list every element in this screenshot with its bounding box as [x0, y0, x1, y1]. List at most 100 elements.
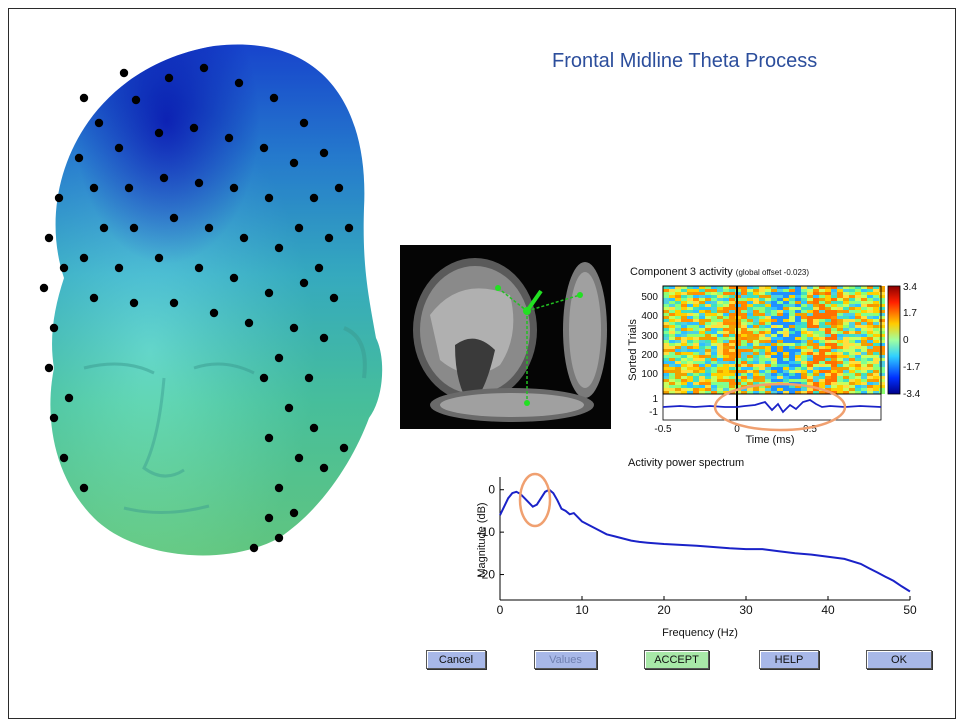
- spectrum-xtick-label: 20: [657, 603, 671, 617]
- electrode-dot: [269, 93, 279, 103]
- electrode-dot: [64, 393, 74, 403]
- values-button[interactable]: Values: [534, 650, 597, 669]
- erp-image-title: Component 3 activity (global offset -0.0…: [630, 266, 809, 278]
- spectrum-axes: 0 10 20 30 40 50 0 -10 -20: [478, 477, 917, 617]
- power-spectrum-chart: Activity power spectrum 0 10 20 30 40 50 0 -10 -…: [476, 457, 917, 639]
- spectrum-ylabel: Magnitude (dB): [476, 502, 488, 577]
- electrode-dot: [89, 183, 99, 193]
- electrode-dot: [274, 353, 284, 363]
- electrode-dot: [244, 318, 254, 328]
- ok-button[interactable]: OK: [866, 650, 932, 669]
- cancel-button[interactable]: Cancel: [426, 650, 486, 669]
- erp-ytick-300: 300: [641, 331, 658, 342]
- erp-trace-tick-1: 1: [652, 394, 658, 405]
- accept-button[interactable]: ACCEPT: [644, 650, 709, 669]
- slide-frame: [8, 8, 956, 719]
- spectrum-xlabel: Frequency (Hz): [662, 627, 738, 639]
- erp-title-sub: (global offset -0.023): [735, 268, 810, 277]
- electrode-dot: [129, 223, 139, 233]
- electrode-dot: [154, 128, 164, 138]
- electrode-dot: [289, 158, 299, 168]
- erp-heatmap: [663, 286, 885, 394]
- electrode-dot: [159, 173, 169, 183]
- erp-ytick-400: 400: [641, 311, 658, 322]
- spectrum-highlight-ellipse: [518, 472, 552, 528]
- electrode-dot: [194, 263, 204, 273]
- electrode-dot: [289, 323, 299, 333]
- erp-trace: [662, 399, 882, 414]
- electrode-dot: [209, 308, 219, 318]
- electrode-dot: [44, 233, 54, 243]
- head-scalp-map: [39, 44, 383, 556]
- electrode-dot: [274, 533, 284, 543]
- erp-xlabel: Time (ms): [745, 434, 794, 446]
- spectrum-ytick-label: 0: [488, 483, 495, 497]
- erp-ytick-100: 100: [641, 369, 658, 380]
- erp-ylabel: Sorted Trials: [627, 319, 639, 381]
- erp-xtick-0: 0: [734, 424, 740, 435]
- electrode-dot: [79, 483, 89, 493]
- spectrum-xtick-label: 30: [739, 603, 753, 617]
- spectrum-xtick-label: 0: [497, 603, 504, 617]
- electrode-dot: [194, 178, 204, 188]
- erp-highlight-ellipse: [713, 382, 847, 432]
- electrode-dot: [299, 118, 309, 128]
- electrode-dot: [339, 443, 349, 453]
- erp-colorbar: [887, 285, 901, 395]
- electrode-dot: [319, 463, 329, 473]
- electrode-dot: [234, 78, 244, 88]
- electrode-dot: [49, 323, 59, 333]
- spectrum-xtick-label: 10: [575, 603, 589, 617]
- electrode-dot: [319, 148, 329, 158]
- electrode-dot: [314, 263, 324, 273]
- electrode-dot: [59, 263, 69, 273]
- electrode-dot: [124, 183, 134, 193]
- cbar-tick-1.7: 1.7: [903, 308, 917, 319]
- cbar-tick-neg1.7: -1.7: [903, 362, 921, 373]
- electrode-dot: [259, 143, 269, 153]
- erp-ytick-200: 200: [641, 350, 658, 361]
- electrode-dot: [249, 543, 259, 553]
- electrode-dot: [294, 223, 304, 233]
- electrode-dot: [224, 133, 234, 143]
- electrode-dot: [264, 288, 274, 298]
- electrode-dot: [129, 298, 139, 308]
- electrode-dot: [131, 95, 141, 105]
- electrode-dot: [74, 153, 84, 163]
- electrode-dot: [114, 143, 124, 153]
- electrode-dot: [89, 293, 99, 303]
- electrode-dot: [289, 508, 299, 518]
- electrode-dot: [169, 213, 179, 223]
- spectrum-ytick-label: -10: [478, 525, 496, 539]
- spectrum-xtick-label: 50: [903, 603, 917, 617]
- electrode-dots: [39, 63, 354, 553]
- electrode-dot: [274, 243, 284, 253]
- electrode-dot: [39, 283, 49, 293]
- electrode-dot: [229, 273, 239, 283]
- electrode-dot: [154, 253, 164, 263]
- electrode-dot: [264, 513, 274, 523]
- electrode-dot: [189, 123, 199, 133]
- electrode-dot: [204, 223, 214, 233]
- electrode-dot: [264, 433, 274, 443]
- electrode-dot: [334, 183, 344, 193]
- electrode-dot: [49, 413, 59, 423]
- electrode-dot: [94, 118, 104, 128]
- electrode-dot: [259, 373, 269, 383]
- electrode-dot: [114, 263, 124, 273]
- electrode-dot: [329, 293, 339, 303]
- electrode-dot: [79, 93, 89, 103]
- electrode-dot: [164, 73, 174, 83]
- spectrum-ytick-label: -20: [478, 568, 496, 582]
- electrode-dot: [54, 193, 64, 203]
- electrode-dot: [44, 363, 54, 373]
- electrode-dot: [59, 453, 69, 463]
- electrode-dot: [344, 223, 354, 233]
- erp-title-main: Component 3 activity: [630, 266, 733, 278]
- electrode-dot: [299, 278, 309, 288]
- electrode-dot: [119, 68, 129, 78]
- cbar-tick-neg3.4: -3.4: [903, 389, 921, 400]
- electrode-dot: [79, 253, 89, 263]
- help-button[interactable]: HELP: [759, 650, 819, 669]
- electrode-dot: [319, 333, 329, 343]
